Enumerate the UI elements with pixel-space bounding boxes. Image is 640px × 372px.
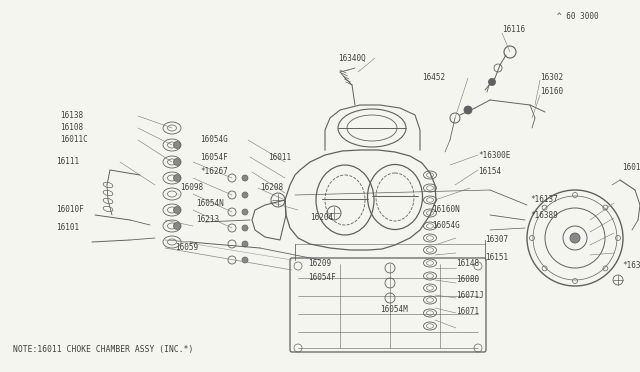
Circle shape — [242, 175, 248, 181]
Circle shape — [242, 209, 248, 215]
Text: 16098: 16098 — [180, 183, 203, 192]
Text: *16300E: *16300E — [478, 151, 510, 160]
Text: ^ 60 3000: ^ 60 3000 — [557, 12, 598, 21]
Text: 16108: 16108 — [60, 124, 83, 132]
Circle shape — [242, 257, 248, 263]
Text: 16111: 16111 — [56, 157, 79, 167]
Text: 16011: 16011 — [268, 153, 291, 161]
Text: 16071: 16071 — [456, 308, 479, 317]
Text: *16137: *16137 — [530, 196, 557, 205]
Circle shape — [242, 192, 248, 198]
Text: 16019: 16019 — [622, 164, 640, 173]
Text: 16071J: 16071J — [456, 292, 484, 301]
Text: 16452: 16452 — [422, 74, 445, 83]
Text: 16054F: 16054F — [200, 153, 228, 161]
Text: *16389: *16389 — [530, 211, 557, 219]
Text: 16138: 16138 — [60, 112, 83, 121]
Text: 16208: 16208 — [260, 183, 283, 192]
Text: 16154: 16154 — [478, 167, 501, 176]
Text: 16151: 16151 — [485, 253, 508, 262]
Text: *16267: *16267 — [200, 167, 228, 176]
Text: 16054F: 16054F — [308, 273, 336, 282]
Text: 16307: 16307 — [485, 235, 508, 244]
Text: 16054N: 16054N — [196, 199, 224, 208]
Text: 16148: 16148 — [456, 260, 479, 269]
Text: 16340Q: 16340Q — [338, 54, 365, 62]
Circle shape — [242, 225, 248, 231]
Text: 16010F: 16010F — [56, 205, 84, 215]
Text: 16059: 16059 — [175, 244, 198, 253]
Circle shape — [242, 241, 248, 247]
Text: 16209: 16209 — [308, 259, 331, 267]
Text: *16389H: *16389H — [622, 260, 640, 269]
Text: 16054G: 16054G — [432, 221, 460, 230]
Circle shape — [464, 106, 472, 114]
Text: 16204: 16204 — [310, 214, 333, 222]
Text: 16054G: 16054G — [200, 135, 228, 144]
Text: 16302: 16302 — [540, 74, 563, 83]
Text: 16116: 16116 — [502, 26, 525, 35]
Circle shape — [173, 158, 180, 166]
Text: 16213: 16213 — [196, 215, 219, 224]
Text: NOTE:16011 CHOKE CHAMBER ASSY (INC.*): NOTE:16011 CHOKE CHAMBER ASSY (INC.*) — [13, 345, 193, 354]
Circle shape — [173, 174, 180, 182]
Circle shape — [173, 141, 180, 148]
Text: 16160N: 16160N — [432, 205, 460, 215]
Text: 16101: 16101 — [56, 224, 79, 232]
Circle shape — [173, 206, 180, 214]
Text: 16160: 16160 — [540, 87, 563, 96]
Circle shape — [570, 233, 580, 243]
Text: 16054M: 16054M — [380, 305, 408, 314]
Text: 16011C: 16011C — [60, 135, 88, 144]
Circle shape — [173, 222, 180, 230]
Circle shape — [488, 78, 495, 86]
Text: 16080: 16080 — [456, 276, 479, 285]
